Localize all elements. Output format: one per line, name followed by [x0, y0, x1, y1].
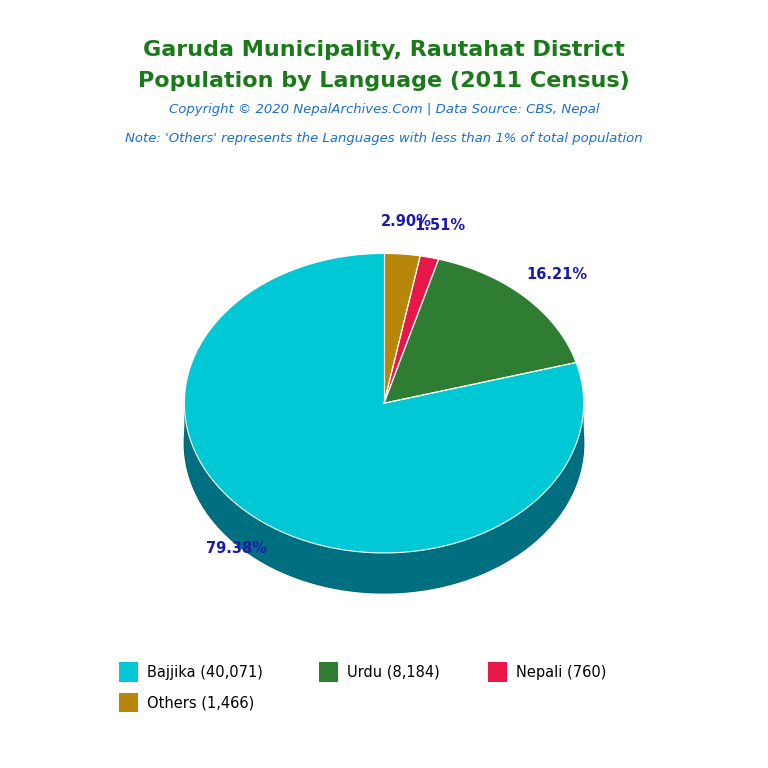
Text: Bajjika (40,071): Bajjika (40,071)	[147, 664, 263, 680]
Polygon shape	[184, 253, 584, 553]
Polygon shape	[384, 259, 576, 403]
Text: Population by Language (2011 Census): Population by Language (2011 Census)	[138, 71, 630, 91]
Text: Nepali (760): Nepali (760)	[516, 664, 607, 680]
Text: Others (1,466): Others (1,466)	[147, 695, 255, 710]
Bar	[119, 693, 138, 713]
Text: Garuda Municipality, Rautahat District: Garuda Municipality, Rautahat District	[143, 40, 625, 60]
Bar	[488, 662, 507, 682]
Text: Copyright © 2020 NepalArchives.Com | Data Source: CBS, Nepal: Copyright © 2020 NepalArchives.Com | Dat…	[169, 103, 599, 115]
Bar	[119, 662, 138, 682]
Text: 16.21%: 16.21%	[526, 266, 587, 282]
Text: 2.90%: 2.90%	[381, 214, 432, 229]
Polygon shape	[384, 253, 420, 403]
Text: 1.51%: 1.51%	[414, 218, 465, 233]
Text: 79.38%: 79.38%	[207, 541, 267, 556]
Polygon shape	[184, 293, 584, 593]
Polygon shape	[184, 405, 584, 593]
Polygon shape	[384, 256, 439, 403]
Text: Note: 'Others' represents the Languages with less than 1% of total population: Note: 'Others' represents the Languages …	[125, 132, 643, 144]
Text: Urdu (8,184): Urdu (8,184)	[347, 664, 440, 680]
Bar	[319, 662, 338, 682]
